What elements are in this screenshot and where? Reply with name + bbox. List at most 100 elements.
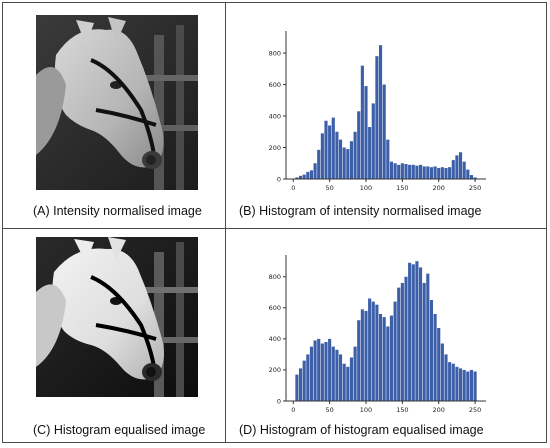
histogram-bar-d-0: [295, 374, 299, 401]
histogram-bar-d-19: [364, 310, 368, 401]
histogram-bar-d-13: [342, 363, 346, 401]
histogram-bar-d-22: [375, 304, 379, 401]
histogram-bar-b-48: [469, 175, 474, 179]
x-tick-label-d-1: 50: [325, 406, 333, 414]
histogram-bar-d-21: [371, 301, 375, 401]
histogram-bar-b-13: [342, 147, 346, 179]
y-tick-label-b-3: 600: [269, 81, 281, 89]
histogram-bar-d-7: [320, 343, 324, 401]
histogram-bar-b-1: [298, 175, 303, 179]
histogram-bar-b-6: [317, 149, 321, 179]
histogram-bar-b-21: [371, 103, 375, 179]
histogram-bar-b-39: [437, 167, 441, 179]
y-tick-label-b-1: 200: [269, 144, 281, 152]
histogram-bar-d-3: [306, 354, 310, 401]
histogram-bar-d-16: [353, 346, 357, 401]
histogram-bar-b-7: [320, 133, 324, 179]
histogram-bar-d-5: [313, 340, 317, 401]
histogram-bar-d-42: [448, 362, 452, 401]
histogram-bar-b-17: [357, 111, 361, 179]
histogram-bar-b-36: [426, 166, 430, 179]
histogram-bar-b-41: [444, 167, 448, 179]
y-tick-label-d-4: 800: [269, 273, 281, 281]
horse-image-a: [36, 15, 198, 190]
histogram-bar-b-45: [458, 152, 463, 179]
histogram-bar-b-24: [382, 84, 386, 179]
histogram-bar-d-46: [462, 369, 466, 401]
panel-c: (C) Histogram equalised image: [3, 229, 225, 442]
histogram-bar-b-22: [375, 56, 379, 179]
histogram-bar-b-25: [386, 139, 390, 179]
histogram-bar-b-37: [429, 167, 434, 179]
histogram-bar-d-18: [360, 309, 364, 401]
x-tick-label-b-4: 200: [433, 184, 445, 192]
caption-c: (C) Histogram equalised image: [33, 423, 206, 437]
x-tick-label-b-1: 50: [325, 184, 333, 192]
x-tick-label-b-3: 150: [396, 184, 408, 192]
histogram-bar-d-28: [397, 287, 401, 401]
histogram-bar-d-34: [418, 267, 423, 401]
histogram-bar-b-40: [440, 167, 444, 179]
horse-photo-normalised: [36, 15, 198, 190]
histogram-bar-d-24: [382, 317, 386, 401]
histogram-bar-b-3: [306, 171, 310, 179]
vertical-divider: [225, 3, 226, 442]
y-tick-label-d-1: 200: [269, 366, 281, 374]
histogram-bar-d-36: [426, 273, 430, 401]
panel-a: (A) Intensity normalised image: [3, 3, 225, 228]
panel-b: 0 50 100 150 200 250 0 200 400 600 800 (B) Histogr…: [226, 3, 546, 228]
x-tick-label-b-0: 0: [291, 184, 295, 192]
histogram-bar-b-33: [415, 165, 419, 179]
histogram-bar-b-35: [422, 166, 426, 179]
figure-grid: (A) Intensity normalised image 0 50 100 150…: [2, 2, 547, 443]
histogram-bar-d-33: [415, 261, 419, 401]
histogram-bar-d-17: [357, 320, 361, 401]
histogram-bar-b-10: [331, 117, 335, 179]
histogram-bar-b-20: [368, 127, 372, 179]
histogram-bar-d-4: [309, 346, 314, 401]
histogram-bar-b-30: [404, 164, 408, 179]
histogram-bar-d-35: [422, 282, 426, 401]
histogram-bar-d-39: [437, 328, 441, 401]
y-tick-label-d-0: 0: [277, 397, 281, 405]
histogram-bar-b-46: [462, 161, 466, 179]
histogram-bar-d-27: [393, 301, 397, 401]
histogram-bar-d-29: [400, 282, 404, 401]
histogram-bar-d-11: [335, 349, 339, 401]
histogram-bar-d-8: [324, 341, 328, 401]
horizontal-divider: [3, 228, 546, 229]
histogram-bar-d-25: [386, 326, 390, 401]
y-tick-label-b-0: 0: [277, 175, 281, 183]
histogram-chart-d: 0 50 100 150 200 250 0 200 400 600 800: [269, 255, 486, 414]
histogram-bar-b-5: [313, 163, 317, 179]
x-tick-label-b-5: 250: [469, 184, 481, 192]
panel-d: 0 50 100 150 200 250 0 200 400 600 800 (D) Histogr…: [226, 229, 546, 442]
histogram-bar-b-27: [393, 163, 397, 179]
histogram-bar-b-26: [389, 161, 394, 179]
histogram-bar-d-30: [404, 276, 408, 401]
y-tick-label-b-2: 400: [269, 112, 281, 120]
histogram-bar-d-14: [346, 366, 350, 401]
histogram-bar-d-47: [466, 371, 470, 401]
histogram-bar-d-10: [331, 346, 335, 401]
histogram-bar-b-0: [295, 177, 299, 179]
histogram-bar-b-28: [397, 164, 401, 179]
histogram-bar-b-42: [448, 167, 452, 179]
histogram-bar-d-45: [458, 368, 463, 401]
histogram-bar-d-37: [429, 300, 434, 401]
x-tick-label-d-0: 0: [291, 406, 295, 414]
histogram-bar-d-2: [302, 360, 306, 401]
histogram-bar-b-4: [309, 170, 314, 179]
histogram-bar-d-44: [455, 366, 459, 401]
histogram-bar-b-49: [473, 177, 477, 179]
caption-b: (B) Histogram of intensity normalised im…: [239, 204, 482, 218]
histogram-bar-b-31: [408, 164, 412, 179]
caption-a: (A) Intensity normalised image: [33, 204, 202, 218]
horse-image-c: [36, 237, 198, 397]
histogram-bar-b-9: [328, 125, 332, 179]
histogram-bar-d-41: [444, 354, 448, 401]
x-tick-label-d-3: 150: [396, 406, 408, 414]
histogram-bar-b-8: [324, 120, 328, 179]
x-tick-label-d-5: 250: [469, 406, 481, 414]
histogram-bar-d-43: [451, 363, 455, 401]
